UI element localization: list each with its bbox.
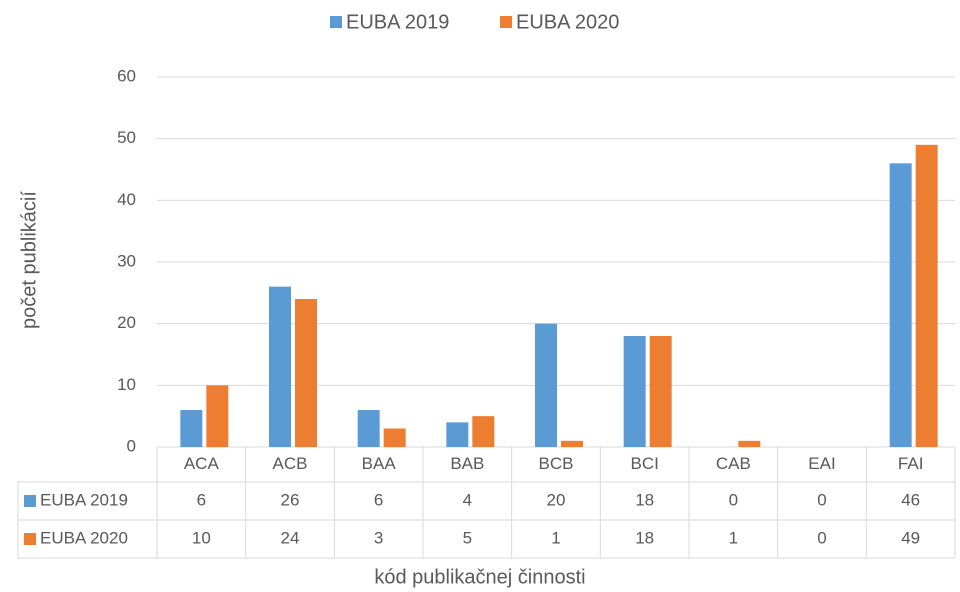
bar <box>383 428 406 447</box>
table-value: 3 <box>374 528 383 547</box>
table-value: 1 <box>729 528 738 547</box>
table-value: 0 <box>729 490 738 509</box>
table-value: 6 <box>197 490 206 509</box>
legend-key <box>330 16 342 28</box>
y-axis-title: počet publikácií <box>18 191 40 329</box>
x-tick-label: CAB <box>716 454 751 473</box>
x-tick-label: FAI <box>898 454 924 473</box>
table-value: 20 <box>547 490 566 509</box>
table-value: 4 <box>463 490 472 509</box>
legend-label: EUBA 2019 <box>346 11 449 33</box>
table-value: 5 <box>463 528 472 547</box>
bar <box>889 163 912 448</box>
bar <box>535 323 557 447</box>
y-tick-label: 20 <box>117 313 136 332</box>
y-tick-label: 10 <box>117 375 136 394</box>
x-tick-label: ACA <box>184 454 220 473</box>
legend-label: EUBA 2020 <box>516 11 619 33</box>
bar <box>446 422 469 447</box>
bar <box>206 385 229 447</box>
x-axis-title: kód publikačnej činnosti <box>374 566 585 588</box>
table-value: 0 <box>817 490 826 509</box>
table-legend-key <box>24 533 36 545</box>
bar <box>269 286 291 447</box>
y-tick-label: 40 <box>117 190 136 209</box>
legend-key <box>500 16 512 28</box>
y-tick-label: 0 <box>127 436 136 455</box>
bar <box>738 440 761 447</box>
bar <box>561 440 583 447</box>
bar <box>295 299 317 447</box>
table-value: 46 <box>901 490 920 509</box>
table-value: 18 <box>635 528 654 547</box>
table-value: 0 <box>817 528 826 547</box>
x-tick-label: BAA <box>362 454 397 473</box>
table-value: 18 <box>635 490 654 509</box>
table-value: 26 <box>281 490 300 509</box>
bar <box>472 416 495 447</box>
bar <box>623 336 646 447</box>
table-series-label: EUBA 2020 <box>40 528 128 547</box>
table-value: 49 <box>901 528 920 547</box>
table-series-label: EUBA 2019 <box>40 490 128 509</box>
x-tick-label: EAI <box>808 454 835 473</box>
table-value: 1 <box>551 528 560 547</box>
table-value: 6 <box>374 490 383 509</box>
bar <box>180 410 203 447</box>
x-tick-label: BAB <box>450 454 484 473</box>
y-tick-label: 60 <box>117 66 136 85</box>
y-tick-label: 30 <box>117 251 136 270</box>
bar <box>915 144 938 448</box>
x-tick-label: BCB <box>539 454 574 473</box>
x-tick-label: BCI <box>630 454 658 473</box>
y-tick-label: 50 <box>117 128 136 147</box>
table-value: 10 <box>192 528 211 547</box>
bar <box>357 410 380 447</box>
x-tick-label: ACB <box>273 454 308 473</box>
bar <box>649 336 672 447</box>
table-value: 24 <box>281 528 300 547</box>
table-legend-key <box>24 495 36 507</box>
